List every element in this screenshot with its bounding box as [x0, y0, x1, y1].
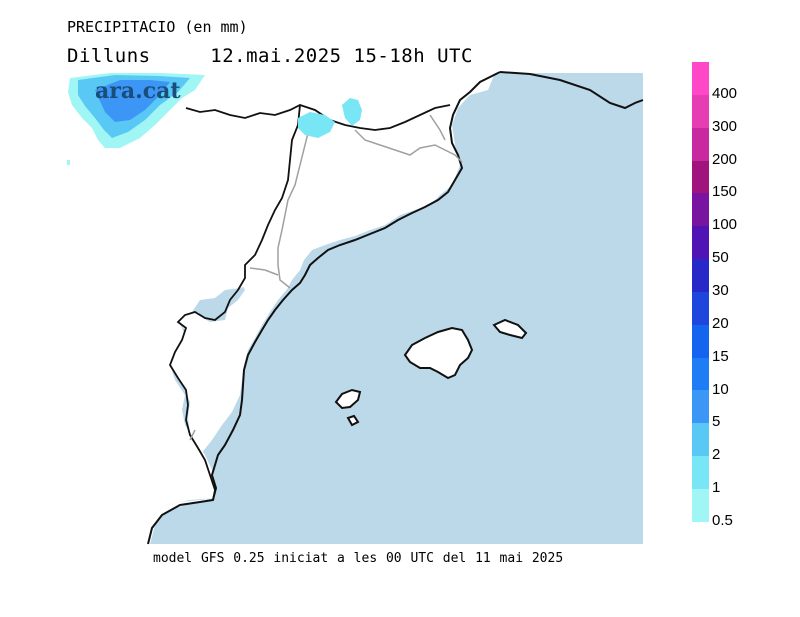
island-formentera: [346, 414, 360, 427]
legend-swatch: [692, 357, 709, 391]
coastline-north: [499, 71, 644, 110]
coastline: [147, 71, 501, 545]
legend-swatch: [692, 94, 709, 128]
legend-swatch: [692, 488, 709, 522]
island-menorca: [492, 318, 528, 340]
legend-swatch: [692, 324, 709, 358]
border-west: [169, 104, 301, 501]
legend-swatch: [692, 193, 709, 227]
map-subtitle: Dilluns 12.mai.2025 15-18h UTC: [67, 45, 473, 67]
legend-swatch: [692, 456, 709, 489]
legend-label: 1: [712, 479, 721, 497]
island-ibiza: [334, 388, 362, 410]
legend-label: 20: [712, 314, 729, 332]
legend-swatch: [692, 160, 709, 194]
legend-label: 15: [712, 347, 729, 365]
border-pyrenees: [185, 104, 451, 131]
precipitation-legend: [692, 62, 709, 522]
precip-blob-pyrenees: [298, 112, 335, 138]
legend-label: 100: [712, 216, 738, 234]
date-time-label: 12.mai.2025 15-18h UTC: [210, 45, 473, 67]
legend-label: 5: [712, 413, 721, 431]
legend-swatch: [692, 390, 709, 424]
sea-area: [148, 73, 643, 544]
legend-label: 30: [712, 282, 729, 299]
legend-label: 400: [712, 84, 738, 102]
legend-label: 0.5: [712, 512, 733, 529]
legend-label: 10: [712, 380, 729, 398]
precip-dot: [67, 160, 70, 165]
legend-swatch: [692, 291, 709, 325]
legend-label: 200: [712, 150, 738, 168]
legend-swatch: [692, 62, 709, 95]
logo-ara-cat: ara.cat: [95, 78, 181, 104]
legend-label: 2: [712, 446, 721, 464]
island-mallorca: [403, 326, 474, 380]
legend-label: 150: [712, 183, 738, 201]
day-label: Dilluns: [67, 45, 151, 67]
land-area: [148, 73, 495, 544]
legend-swatch: [692, 226, 709, 260]
legend-swatch: [692, 423, 709, 457]
model-info: model GFS 0.25 iniciat a les 00 UTC del …: [153, 551, 564, 566]
legend-swatch: [692, 127, 709, 161]
legend-label: 50: [712, 249, 729, 267]
precip-blob-northwest-3: [95, 80, 170, 122]
precip-blob-pyrenees-2: [342, 98, 362, 126]
legend-swatch: [692, 259, 709, 292]
map-title: PRECIPITACIO (en mm): [67, 18, 248, 36]
internal-borders: [189, 114, 463, 441]
legend-label: 300: [712, 117, 738, 135]
